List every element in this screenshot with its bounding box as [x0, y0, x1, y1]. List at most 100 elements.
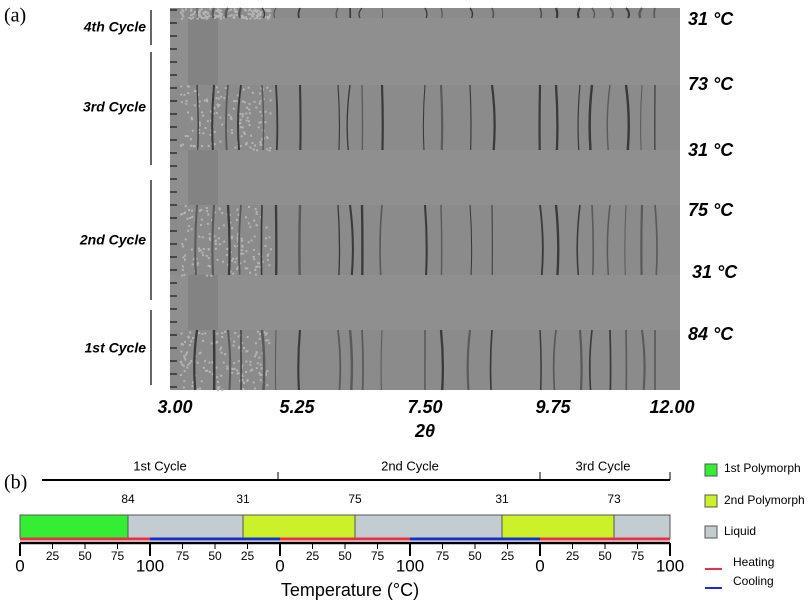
speckle: [218, 208, 221, 211]
speckle: [268, 236, 271, 239]
speckle: [241, 115, 244, 118]
speckle: [217, 90, 220, 93]
speckle: [222, 224, 225, 227]
speckle: [209, 265, 212, 268]
diffraction-line: [539, 329, 542, 391]
speckle: [199, 387, 202, 390]
speckle: [239, 118, 242, 121]
speckle: [230, 117, 233, 120]
diffraction-line: [348, 204, 354, 276]
axis-tick-label: 25: [501, 549, 515, 563]
speckle: [204, 127, 207, 130]
diffraction-line: [361, 329, 364, 391]
speckle: [246, 116, 249, 119]
speckle: [230, 129, 233, 132]
speckle: [183, 93, 186, 96]
speckle: [206, 369, 209, 372]
speckle: [241, 239, 244, 242]
speckle: [267, 339, 270, 342]
speckle: [253, 100, 256, 103]
speckle: [190, 228, 193, 231]
speckle: [248, 13, 251, 16]
speckle: [259, 379, 262, 382]
axis-tick-label: 75: [111, 549, 125, 563]
speckle: [182, 10, 185, 13]
speckle: [202, 132, 205, 135]
speckle: [261, 352, 264, 355]
speckle: [206, 98, 209, 101]
speckle: [209, 8, 212, 11]
speckle: [241, 375, 244, 378]
speckle: [264, 333, 267, 336]
speckle: [221, 123, 224, 126]
diffraction-line: [440, 7, 443, 19]
speckle: [265, 9, 268, 12]
speckle: [204, 15, 207, 18]
liquid-band: [170, 18, 680, 85]
speckle: [247, 120, 250, 123]
speckle: [215, 97, 218, 100]
speckle: [250, 9, 253, 12]
speckle: [260, 138, 263, 141]
speckle: [199, 224, 202, 227]
speckle: [198, 13, 201, 16]
speckle: [266, 10, 269, 13]
speckle: [248, 124, 251, 127]
speckle: [248, 108, 251, 111]
speckle: [201, 339, 204, 342]
diffraction-line: [297, 329, 302, 391]
speckle: [247, 12, 250, 15]
speckle: [185, 8, 188, 11]
speckle: [216, 386, 219, 389]
speckle: [230, 116, 233, 119]
speckle: [190, 17, 193, 20]
diffraction-line: [591, 7, 596, 19]
speckle: [255, 11, 258, 14]
speckle: [181, 268, 184, 271]
speckle: [265, 136, 268, 139]
speckle: [198, 131, 201, 134]
temperature-label: 84 °C: [688, 324, 734, 344]
speckle: [204, 14, 207, 17]
speckle: [220, 374, 223, 377]
speckle: [263, 8, 266, 11]
speckle: [257, 9, 260, 12]
speckle: [254, 17, 257, 20]
speckle: [236, 237, 239, 240]
cycle-label: 1st Cycle: [133, 458, 186, 473]
speckle: [252, 255, 255, 258]
speckle: [196, 263, 199, 266]
speckle: [196, 17, 199, 20]
speckle: [218, 104, 221, 107]
speckle: [258, 17, 261, 20]
axis-tick-label: 100: [396, 556, 424, 575]
speckle: [213, 17, 216, 20]
speckle: [200, 17, 203, 20]
diffraction-line: [469, 204, 473, 276]
speckle: [232, 107, 235, 110]
speckle: [212, 112, 215, 115]
diffraction-line: [552, 329, 557, 391]
speckle: [243, 347, 246, 350]
legend-label: 2nd Polymorph: [724, 493, 805, 507]
speckle: [220, 9, 223, 12]
speckle: [181, 242, 184, 245]
speckle: [213, 13, 216, 16]
diffraction-line: [238, 204, 242, 276]
speckle: [183, 273, 186, 276]
x-tick-label: 5.25: [279, 397, 315, 417]
speckle: [212, 107, 215, 110]
speckle: [210, 274, 213, 277]
speckle: [258, 372, 261, 375]
speckle: [245, 370, 248, 373]
speckle: [193, 10, 196, 13]
speckle: [236, 369, 239, 372]
speckle: [187, 363, 190, 366]
speckle: [206, 11, 209, 14]
speckle: [226, 213, 229, 216]
speckle: [181, 274, 184, 277]
speckle: [216, 15, 219, 18]
diffraction-line: [337, 329, 342, 391]
speckle: [187, 229, 190, 232]
